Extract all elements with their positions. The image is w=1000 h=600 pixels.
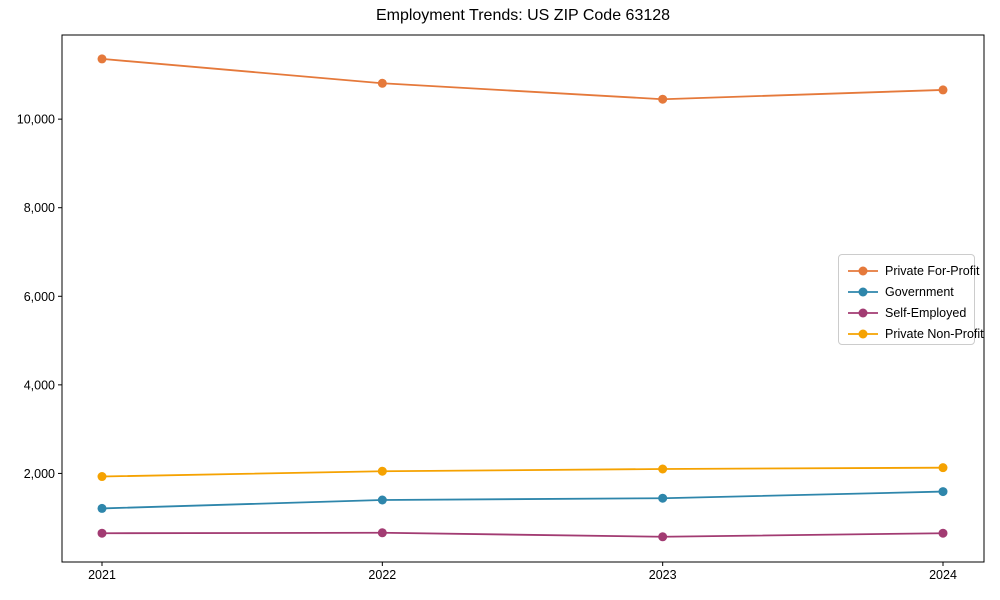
data-point-government-2024: [938, 487, 948, 497]
series-line-private-for-profit: [101, 58, 944, 101]
data-point-government-2021: [97, 503, 107, 513]
y-axis-tick-label: 8,000: [24, 201, 55, 215]
y-axis-tick-label: 4,000: [24, 378, 55, 392]
data-point-government-2023: [658, 493, 668, 503]
data-point-private-non-profit-2023: [658, 464, 668, 474]
y-axis-tick-label: 10,000: [17, 113, 55, 127]
data-point-private-for-profit-2024: [938, 85, 948, 95]
series-line-private-non-profit: [101, 466, 944, 478]
data-point-self-employed-2024: [938, 528, 948, 538]
legend-item-private-non-profit: Private Non-Profit: [847, 324, 984, 344]
x-axis-tick-label: 2021: [88, 568, 116, 582]
series-line-government: [101, 490, 944, 510]
data-point-self-employed-2023: [658, 532, 668, 542]
data-point-self-employed-2021: [97, 528, 107, 538]
legend-label: Government: [885, 285, 954, 300]
data-point-private-for-profit-2022: [377, 78, 387, 88]
data-point-private-for-profit-2023: [658, 94, 668, 104]
legend-line-marker-icon: [848, 329, 878, 339]
legend-label: Private Non-Profit: [885, 326, 984, 341]
data-point-private-non-profit-2024: [938, 463, 948, 473]
legend-line-marker-icon: [848, 287, 878, 297]
data-point-self-employed-2022: [377, 528, 387, 538]
legend-line-marker-icon: [848, 266, 878, 276]
data-point-private-non-profit-2022: [377, 466, 387, 476]
legend-label: Self-Employed: [885, 305, 967, 320]
chart-legend: Private For-Profit Government Self-Emplo…: [838, 254, 984, 345]
plot-frame: [61, 34, 985, 563]
chart-title: Employment Trends: US ZIP Code 63128: [375, 7, 671, 24]
x-axis-tick-label: 2024: [929, 568, 957, 582]
legend-item-private-for-profit: Private For-Profit: [847, 261, 979, 281]
legend-item-government: Government: [847, 282, 968, 302]
legend-label: Private For-Profit: [885, 264, 980, 279]
legend-item-self-employed: Self-Employed: [847, 303, 968, 323]
y-axis-tick-label: 6,000: [24, 290, 55, 304]
y-axis-tick-label: 2,000: [24, 467, 55, 481]
x-axis-tick-label: 2023: [649, 568, 677, 582]
data-point-private-for-profit-2021: [97, 54, 107, 64]
data-point-private-non-profit-2021: [97, 472, 107, 482]
legend-line-marker-icon: [848, 308, 878, 318]
data-point-government-2022: [377, 495, 387, 505]
x-axis-tick-label: 2022: [368, 568, 396, 582]
series-line-self-employed: [101, 531, 944, 538]
